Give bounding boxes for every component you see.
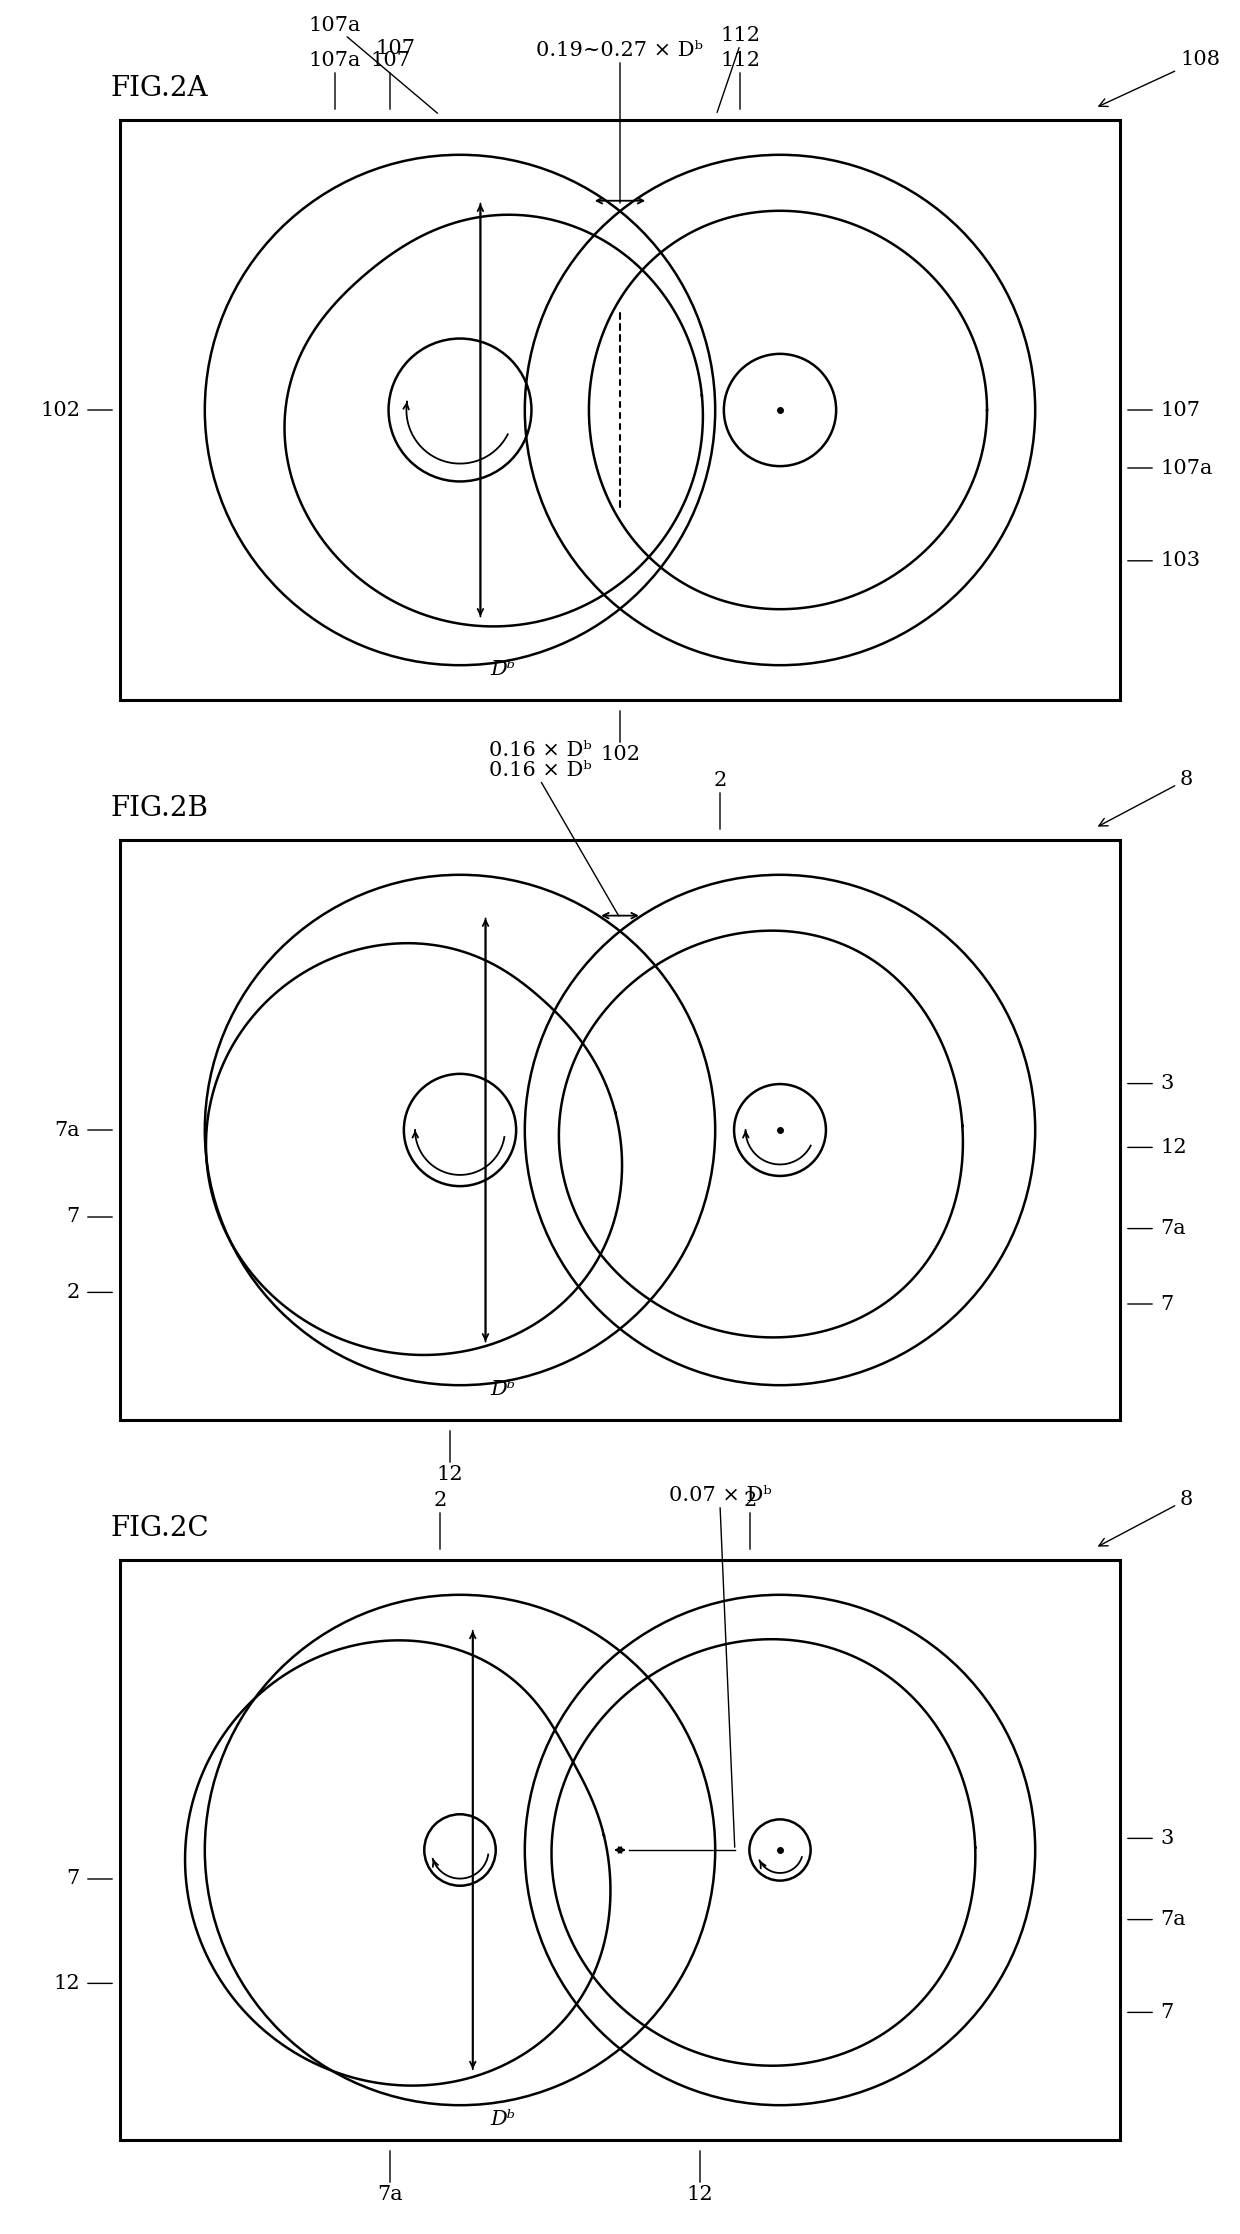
Text: 0.07 × Dᵇ: 0.07 × Dᵇ [668, 1486, 771, 1506]
Text: 7: 7 [67, 1209, 81, 1226]
Text: 108: 108 [1099, 49, 1220, 107]
Text: 7: 7 [67, 1870, 81, 1888]
Text: 7a: 7a [1159, 1910, 1185, 1930]
Text: 102: 102 [40, 400, 81, 420]
Text: 8: 8 [1099, 771, 1193, 827]
Text: 0.19~0.27 × Dᵇ: 0.19~0.27 × Dᵇ [537, 40, 703, 60]
Text: 7: 7 [1159, 1293, 1173, 1314]
Text: 12: 12 [53, 1975, 81, 1993]
Text: Dᵇ: Dᵇ [491, 1381, 516, 1398]
Text: 112: 112 [720, 51, 760, 69]
Text: 2: 2 [67, 1282, 81, 1302]
Text: 107a: 107a [309, 51, 361, 69]
Bar [120, 121, 1120, 699]
Text: 0.16 × Dᵇ: 0.16 × Dᵇ [489, 742, 591, 760]
Text: 107a: 107a [309, 16, 361, 36]
Text: 12: 12 [436, 1466, 464, 1483]
Text: 8: 8 [1099, 1490, 1193, 1546]
Text: 3: 3 [1159, 1830, 1173, 1848]
Text: 7a: 7a [1159, 1220, 1185, 1238]
Text: 12: 12 [687, 2185, 713, 2205]
Bar [120, 840, 1120, 1421]
Text: 7: 7 [1159, 2004, 1173, 2022]
Text: 107: 107 [1159, 400, 1200, 420]
Text: 2: 2 [713, 771, 727, 791]
Text: Dᵇ: Dᵇ [491, 2109, 516, 2129]
Text: 2: 2 [433, 1490, 446, 1510]
Text: 107: 107 [374, 38, 415, 58]
Text: 112: 112 [720, 27, 760, 45]
Text: 107a: 107a [1159, 458, 1213, 478]
Text: 12: 12 [1159, 1137, 1187, 1157]
Text: 7a: 7a [377, 2185, 403, 2205]
Text: 0.16 × Dᵇ: 0.16 × Dᵇ [489, 762, 591, 780]
Text: 3: 3 [1159, 1075, 1173, 1092]
Text: 102: 102 [600, 744, 640, 764]
Text: 2: 2 [743, 1490, 756, 1510]
Text: 103: 103 [1159, 552, 1200, 570]
Text: FIG.2A: FIG.2A [110, 76, 207, 103]
Text: FIG.2B: FIG.2B [110, 795, 208, 822]
Text: Dᵇ: Dᵇ [491, 659, 516, 679]
Text: 7a: 7a [55, 1121, 81, 1139]
Text: FIG.2C: FIG.2C [110, 1515, 208, 1541]
Bar [120, 1559, 1120, 2140]
Text: 107: 107 [370, 51, 410, 69]
